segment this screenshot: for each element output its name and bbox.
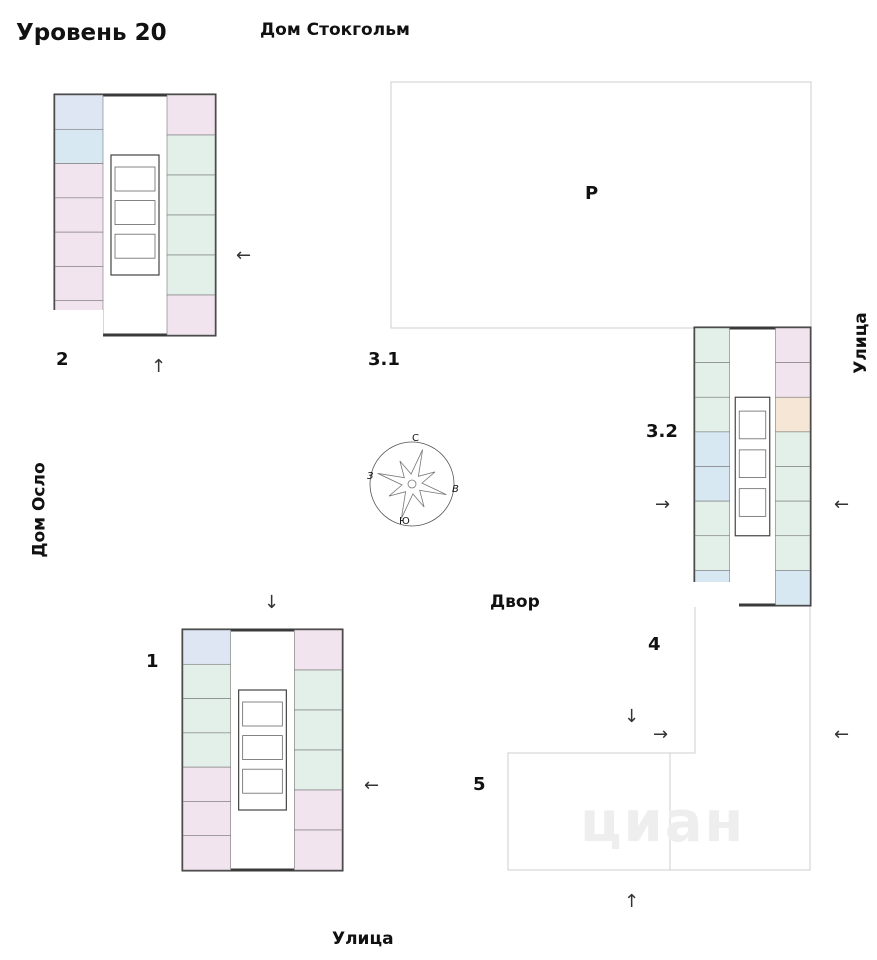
entrance-arrow-left-icon: ← — [364, 775, 380, 796]
building-3-2-plan — [693, 326, 812, 607]
apartment — [182, 732, 232, 768]
apartment — [694, 327, 730, 363]
apartment — [166, 174, 216, 216]
apartment — [293, 789, 343, 831]
elevator-shaft — [114, 200, 156, 226]
elevator-shaft — [242, 701, 283, 727]
elevator-shaft — [114, 233, 156, 259]
street-south-label: Улица — [332, 929, 394, 949]
stair-core — [238, 689, 287, 811]
apartment — [775, 327, 811, 363]
apartment — [775, 466, 811, 502]
elevator-shaft — [114, 166, 156, 192]
apartment — [182, 835, 232, 871]
apartment — [775, 570, 811, 606]
apartment — [293, 749, 343, 791]
apartment — [775, 362, 811, 398]
apartment — [54, 163, 104, 199]
notch — [53, 310, 103, 337]
apartment — [54, 231, 104, 267]
compass-west: З — [367, 471, 374, 482]
entrance-arrow-down-icon: ↓ — [624, 706, 640, 727]
compass-east: В — [452, 484, 459, 495]
elevator-shaft — [242, 735, 283, 760]
apartment — [54, 128, 104, 164]
apartment — [166, 214, 216, 256]
elevator-shaft — [738, 410, 767, 440]
section-4-label: 4 — [648, 634, 661, 655]
section-1-label: 1 — [146, 651, 159, 672]
notch — [693, 582, 739, 607]
apartment — [775, 396, 811, 433]
section-3-1-label: 3.1 — [368, 349, 400, 370]
apartment — [775, 431, 811, 467]
apartment — [166, 254, 216, 296]
apartment — [166, 294, 216, 336]
entrance-arrow-down-icon: ↓ — [264, 592, 280, 613]
apartment — [166, 134, 216, 176]
compass-north: С — [412, 433, 419, 444]
apartment — [694, 431, 730, 467]
entrance-arrow-left-icon: ← — [236, 245, 252, 266]
compass-south: Ю — [399, 516, 410, 527]
compass-rose — [369, 441, 455, 527]
parking-outline — [390, 81, 812, 329]
building-1-plan — [181, 628, 344, 872]
parking-label: Р — [585, 183, 599, 204]
apartment — [166, 94, 216, 136]
apartment — [182, 801, 232, 837]
apartment — [293, 629, 343, 671]
apartment — [182, 663, 232, 699]
apartment — [694, 466, 730, 502]
section-3-2-label: 3.2 — [646, 421, 678, 442]
elevator-shaft — [738, 449, 767, 478]
apartment — [694, 396, 730, 433]
section-2-label: 2 — [56, 349, 69, 370]
apartment — [694, 535, 730, 571]
apartment — [293, 709, 343, 751]
stair-core — [110, 154, 160, 276]
apartment — [182, 629, 232, 665]
apartment — [775, 535, 811, 571]
apartment — [775, 500, 811, 537]
entrance-arrow-up-icon: ↑ — [151, 356, 167, 377]
section-5-label: 5 — [473, 774, 486, 795]
elevator-shaft — [738, 488, 767, 517]
entrance-arrow-left-icon: ← — [834, 494, 850, 515]
level-title: Уровень 20 — [16, 20, 167, 46]
entrance-arrow-right-icon: → — [653, 724, 669, 745]
entrance-arrow-left-icon: ← — [834, 724, 850, 745]
apartment — [694, 362, 730, 398]
apartment — [54, 266, 104, 302]
apartment — [694, 500, 730, 537]
apartment — [182, 698, 232, 734]
yard-label: Двор — [490, 592, 540, 612]
entrance-arrow-right-icon: → — [655, 494, 671, 515]
apartment — [293, 829, 343, 871]
house-stockholm-label: Дом Стокгольм — [260, 20, 410, 40]
stair-core — [734, 396, 771, 537]
watermark-logo: циан — [580, 790, 746, 855]
apartment — [182, 766, 232, 802]
entrance-arrow-up-icon: ↑ — [624, 891, 640, 912]
apartment — [54, 197, 104, 233]
building-2-plan — [53, 93, 217, 337]
apartment — [293, 669, 343, 711]
apartment — [54, 94, 104, 130]
elevator-shaft — [242, 768, 283, 794]
